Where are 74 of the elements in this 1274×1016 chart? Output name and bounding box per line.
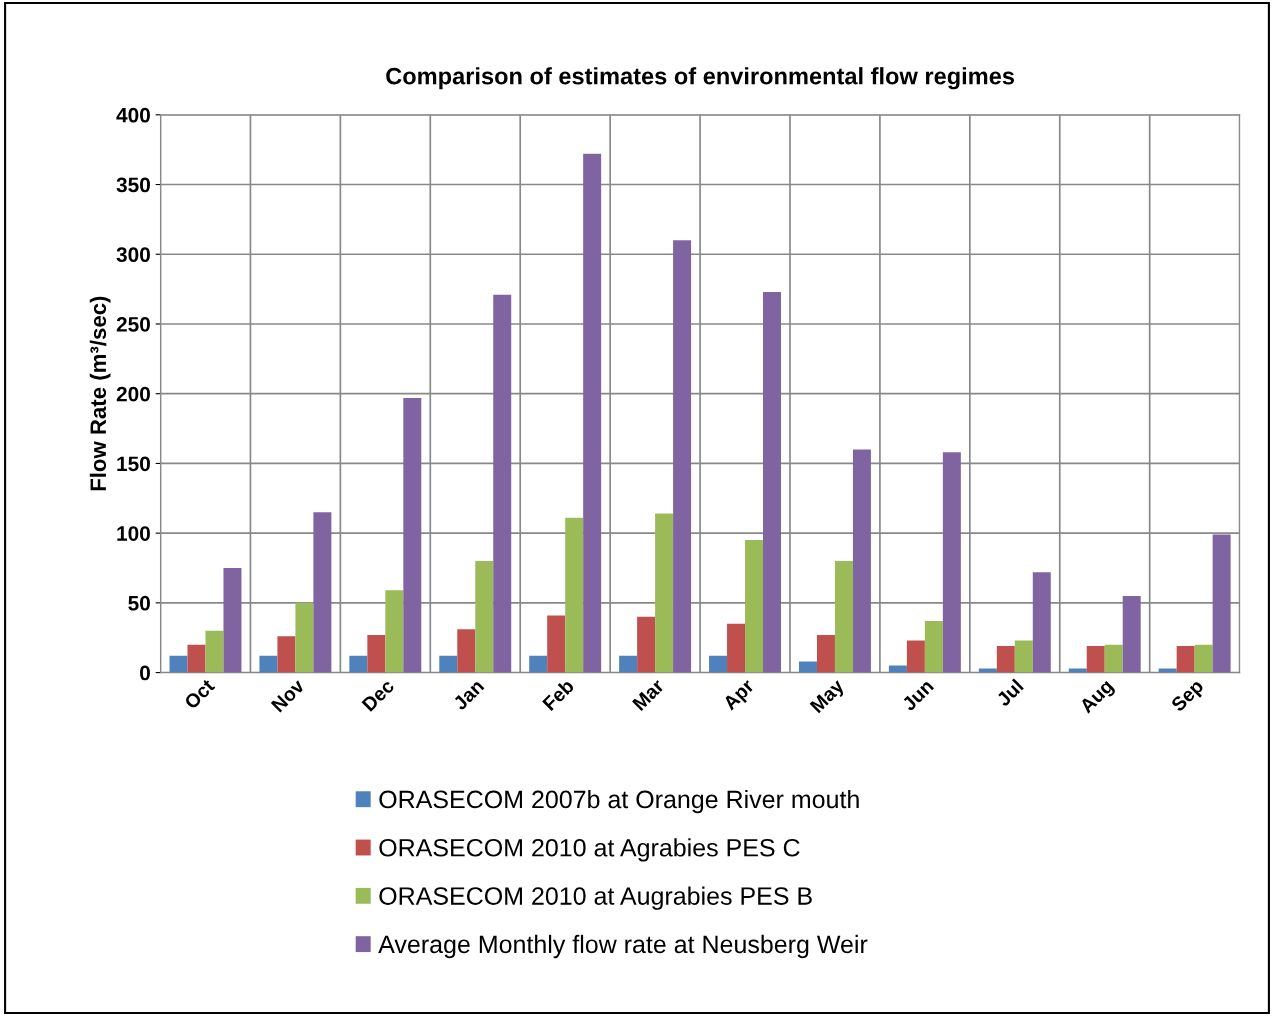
- bar: [547, 615, 566, 673]
- bar: [1032, 572, 1051, 673]
- bar: [637, 616, 656, 673]
- y-axis-title: Flow Rate (m³/sec): [89, 296, 111, 491]
- bar: [169, 655, 188, 673]
- y-tick-label: 400: [116, 107, 150, 123]
- y-tick-label: 50: [128, 595, 150, 611]
- x-tick-label: Dec: [361, 678, 396, 712]
- bar: [924, 621, 943, 673]
- bar: [816, 634, 835, 673]
- bar: [1212, 534, 1231, 673]
- bar: [385, 590, 404, 673]
- bar: [1176, 646, 1195, 673]
- bar: [259, 655, 278, 673]
- bar: [852, 449, 871, 673]
- bar: [313, 512, 332, 673]
- x-tick-label: Feb: [541, 678, 575, 712]
- bar: [187, 644, 206, 673]
- bar: [367, 634, 386, 673]
- bar: [942, 452, 961, 673]
- bar: [996, 646, 1015, 673]
- legend-label: ORASECOM 2010 at Agrabies PES C: [379, 838, 800, 862]
- legend-label: ORASECOM 2007b at Orange River mouth: [379, 789, 859, 814]
- y-tick-label: 200: [116, 386, 150, 402]
- y-tick-label: 100: [117, 526, 150, 541]
- bar: [834, 561, 853, 673]
- x-tick-label: Aug: [1078, 678, 1117, 717]
- bar: [1086, 646, 1105, 673]
- bar: [565, 517, 584, 673]
- chart-title: Comparison of estimates of environmental flow regimes: [386, 67, 1014, 90]
- bar: [349, 655, 368, 673]
- bar: [475, 561, 494, 673]
- bar: [763, 291, 781, 673]
- bar: [583, 153, 602, 673]
- x-tick-label: Mar: [632, 678, 665, 712]
- x-tick-label: Oct: [183, 677, 216, 710]
- bar: [439, 655, 458, 673]
- y-tick-label: 250: [116, 316, 150, 332]
- bar: [1194, 644, 1213, 673]
- bar: [709, 655, 728, 673]
- bar: [798, 661, 817, 673]
- bar: [223, 568, 242, 673]
- bar: [619, 655, 638, 673]
- x-tick-label: Apr: [722, 678, 758, 714]
- bar: [1068, 668, 1087, 673]
- bar: [745, 540, 764, 673]
- bar: [1158, 668, 1177, 673]
- y-tick-label: 350: [116, 177, 150, 193]
- x-tick-label: Jul: [995, 678, 1024, 708]
- x-tick-label: Sep: [1170, 678, 1207, 716]
- x-tick-label: Nov: [270, 678, 306, 713]
- bar: [457, 629, 476, 673]
- bar: [1104, 644, 1123, 673]
- y-tick-label: 0: [140, 665, 150, 681]
- y-tick-label: 300: [116, 247, 150, 263]
- bar: [529, 655, 548, 673]
- bar: [493, 294, 512, 673]
- legend-label: ORASECOM 2010 at Augrabies PES B: [379, 886, 812, 910]
- bar: [655, 513, 674, 673]
- legend-label: Average Monthly flow rate at Neusberg Weir: [378, 934, 868, 959]
- x-tick-label: Jan: [452, 678, 485, 712]
- bar: [906, 640, 925, 673]
- bar: [727, 623, 746, 673]
- x-tick-label: May: [809, 678, 848, 717]
- bar: [295, 602, 314, 673]
- bar: [978, 668, 997, 673]
- y-tick-label: 150: [117, 456, 150, 472]
- x-tick-label: Jun: [901, 678, 935, 712]
- bar: [673, 240, 692, 673]
- bar: [403, 397, 422, 673]
- bar: [1014, 640, 1033, 673]
- bar: [1122, 595, 1141, 673]
- bar: [277, 636, 296, 673]
- bar: [205, 630, 224, 673]
